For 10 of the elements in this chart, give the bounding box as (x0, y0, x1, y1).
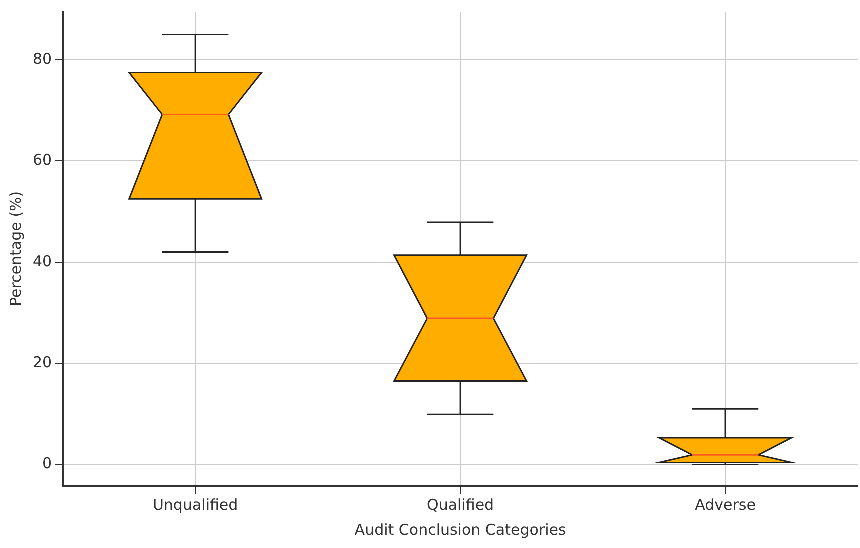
x-tick-label: Adverse (695, 496, 756, 514)
y-tick-label: 80 (32, 50, 52, 68)
y-tick-label: 60 (32, 151, 52, 170)
y-tick-label: 20 (32, 353, 52, 372)
y-axis-title: Percentage (%) (6, 191, 25, 307)
y-tick-label: 0 (42, 454, 52, 473)
y-tick-label: 40 (32, 252, 52, 270)
x-tick-label: Unqualified (152, 496, 238, 514)
x-tick-label: Qualified (427, 496, 494, 514)
x-axis-title: Audit Conclusion Categories (354, 520, 566, 539)
